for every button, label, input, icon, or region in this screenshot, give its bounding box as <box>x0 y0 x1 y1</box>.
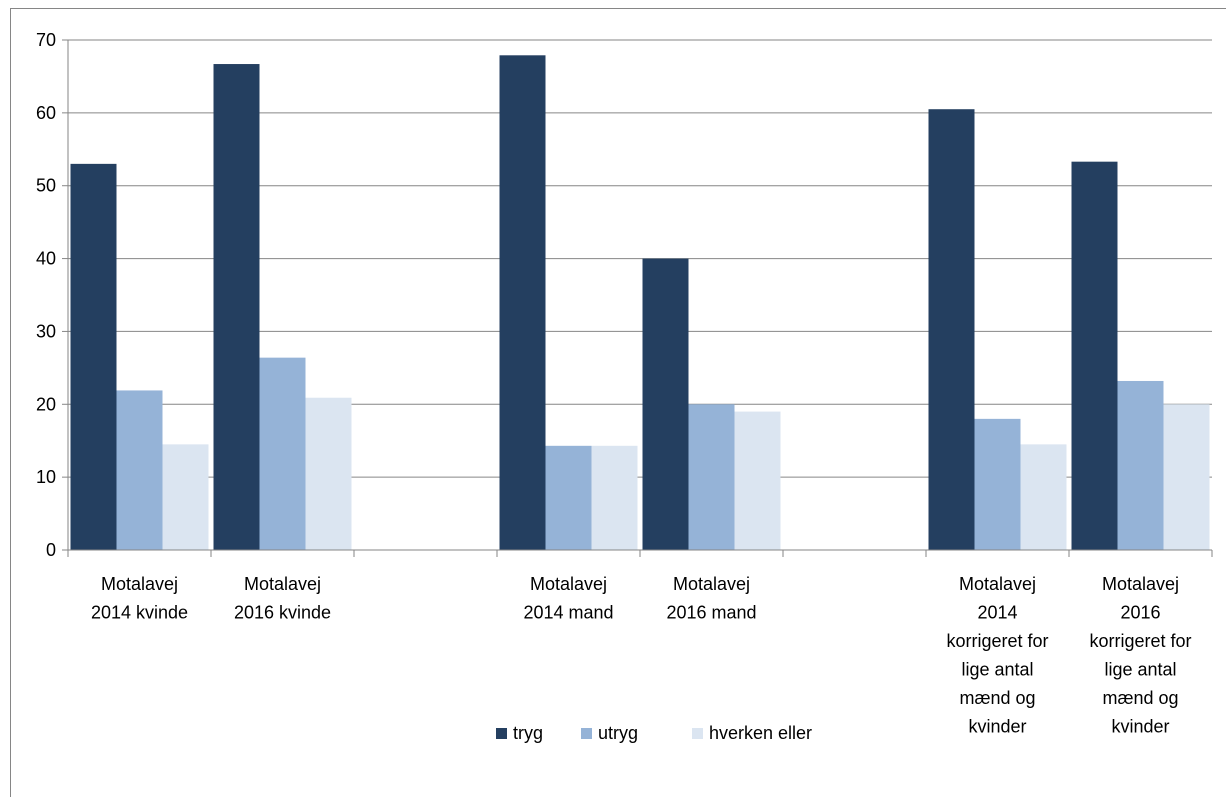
bar-utryg-7 <box>1117 380 1164 550</box>
bar-tryg-0 <box>70 163 117 550</box>
bar-hverken-eller-1 <box>305 397 352 550</box>
category-label-line: 2016 <box>1120 603 1160 623</box>
category-label-line: lige antal <box>1104 660 1176 680</box>
category-label-line: Motalavej <box>1102 574 1179 594</box>
category-label-4: Motalavej 2016 mand <box>666 574 756 623</box>
category-label-line: kvinder <box>968 717 1026 737</box>
bar-utryg-0 <box>116 390 163 550</box>
category-label-line: Motalavej <box>244 574 321 594</box>
category-label-line: Motalavej <box>101 574 178 594</box>
bars <box>70 55 1210 551</box>
bar-tryg-3 <box>499 55 546 551</box>
x-category-labels: Motalavej 2014 kvinde Motalavej 2016 kvinde… <box>91 574 1192 737</box>
bar-utryg-4 <box>688 404 735 550</box>
bar-tryg-7 <box>1071 161 1118 550</box>
bar-hverken-eller-4 <box>734 411 781 550</box>
y-tick-label: 0 <box>46 540 56 560</box>
category-label-line: mænd og <box>1102 688 1178 708</box>
category-label-line: kvinder <box>1111 717 1169 737</box>
category-label-line: Motalavej <box>530 574 607 594</box>
legend-label-tryg: tryg <box>513 723 543 743</box>
y-tick-label: 10 <box>36 467 56 487</box>
y-tick-label: 30 <box>36 321 56 341</box>
chart-frame <box>10 8 1226 797</box>
legend-swatch-tryg <box>496 728 507 739</box>
category-label-line: 2014 <box>977 603 1017 623</box>
category-label-1: Motalavej 2016 kvinde <box>234 574 331 623</box>
bar-utryg-6 <box>974 418 1021 550</box>
category-label-6: Motalavej 2014 korrigeret for lige antal mæn… <box>946 574 1048 737</box>
category-label-line: korrigeret for <box>1089 631 1191 651</box>
category-label-7: Motalavej 2016 korrigeret for lige antal mæn… <box>1089 574 1191 737</box>
bar-hverken-eller-7 <box>1163 404 1210 550</box>
bar-tryg-6 <box>928 109 975 550</box>
y-tick-label: 50 <box>36 176 56 196</box>
y-tick-label: 40 <box>36 249 56 269</box>
legend: tryg utryg hverken eller <box>496 723 812 743</box>
legend-label-utryg: utryg <box>598 723 638 743</box>
legend-label-hverken-eller: hverken eller <box>709 723 812 743</box>
category-label-line: lige antal <box>961 660 1033 680</box>
category-label-line: 2014 mand <box>523 603 613 623</box>
bar-utryg-1 <box>259 357 306 550</box>
category-label-line: 2016 mand <box>666 603 756 623</box>
category-label-line: 2016 kvinde <box>234 603 331 623</box>
category-label-line: Motalavej <box>959 574 1036 594</box>
category-label-line: mænd og <box>959 688 1035 708</box>
category-label-0: Motalavej 2014 kvinde <box>91 574 188 623</box>
legend-swatch-utryg <box>581 728 592 739</box>
y-tick-label: 60 <box>36 103 56 123</box>
legend-swatch-hverken-eller <box>692 728 703 739</box>
y-tick-labels: 0 10 20 30 40 50 60 70 <box>36 30 56 560</box>
bar-utryg-3 <box>545 445 592 550</box>
bar-hverken-eller-0 <box>162 444 209 550</box>
y-tick-label: 20 <box>36 394 56 414</box>
category-label-line: 2014 kvinde <box>91 603 188 623</box>
bar-hverken-eller-6 <box>1020 444 1067 550</box>
category-label-3: Motalavej 2014 mand <box>523 574 613 623</box>
bar-hverken-eller-3 <box>591 445 638 550</box>
bar-tryg-4 <box>642 258 689 550</box>
axes <box>62 39 1213 557</box>
y-tick-label: 70 <box>36 30 56 50</box>
bar-tryg-1 <box>213 64 260 551</box>
category-label-line: Motalavej <box>673 574 750 594</box>
category-label-line: korrigeret for <box>946 631 1048 651</box>
gridlines <box>68 39 1212 478</box>
